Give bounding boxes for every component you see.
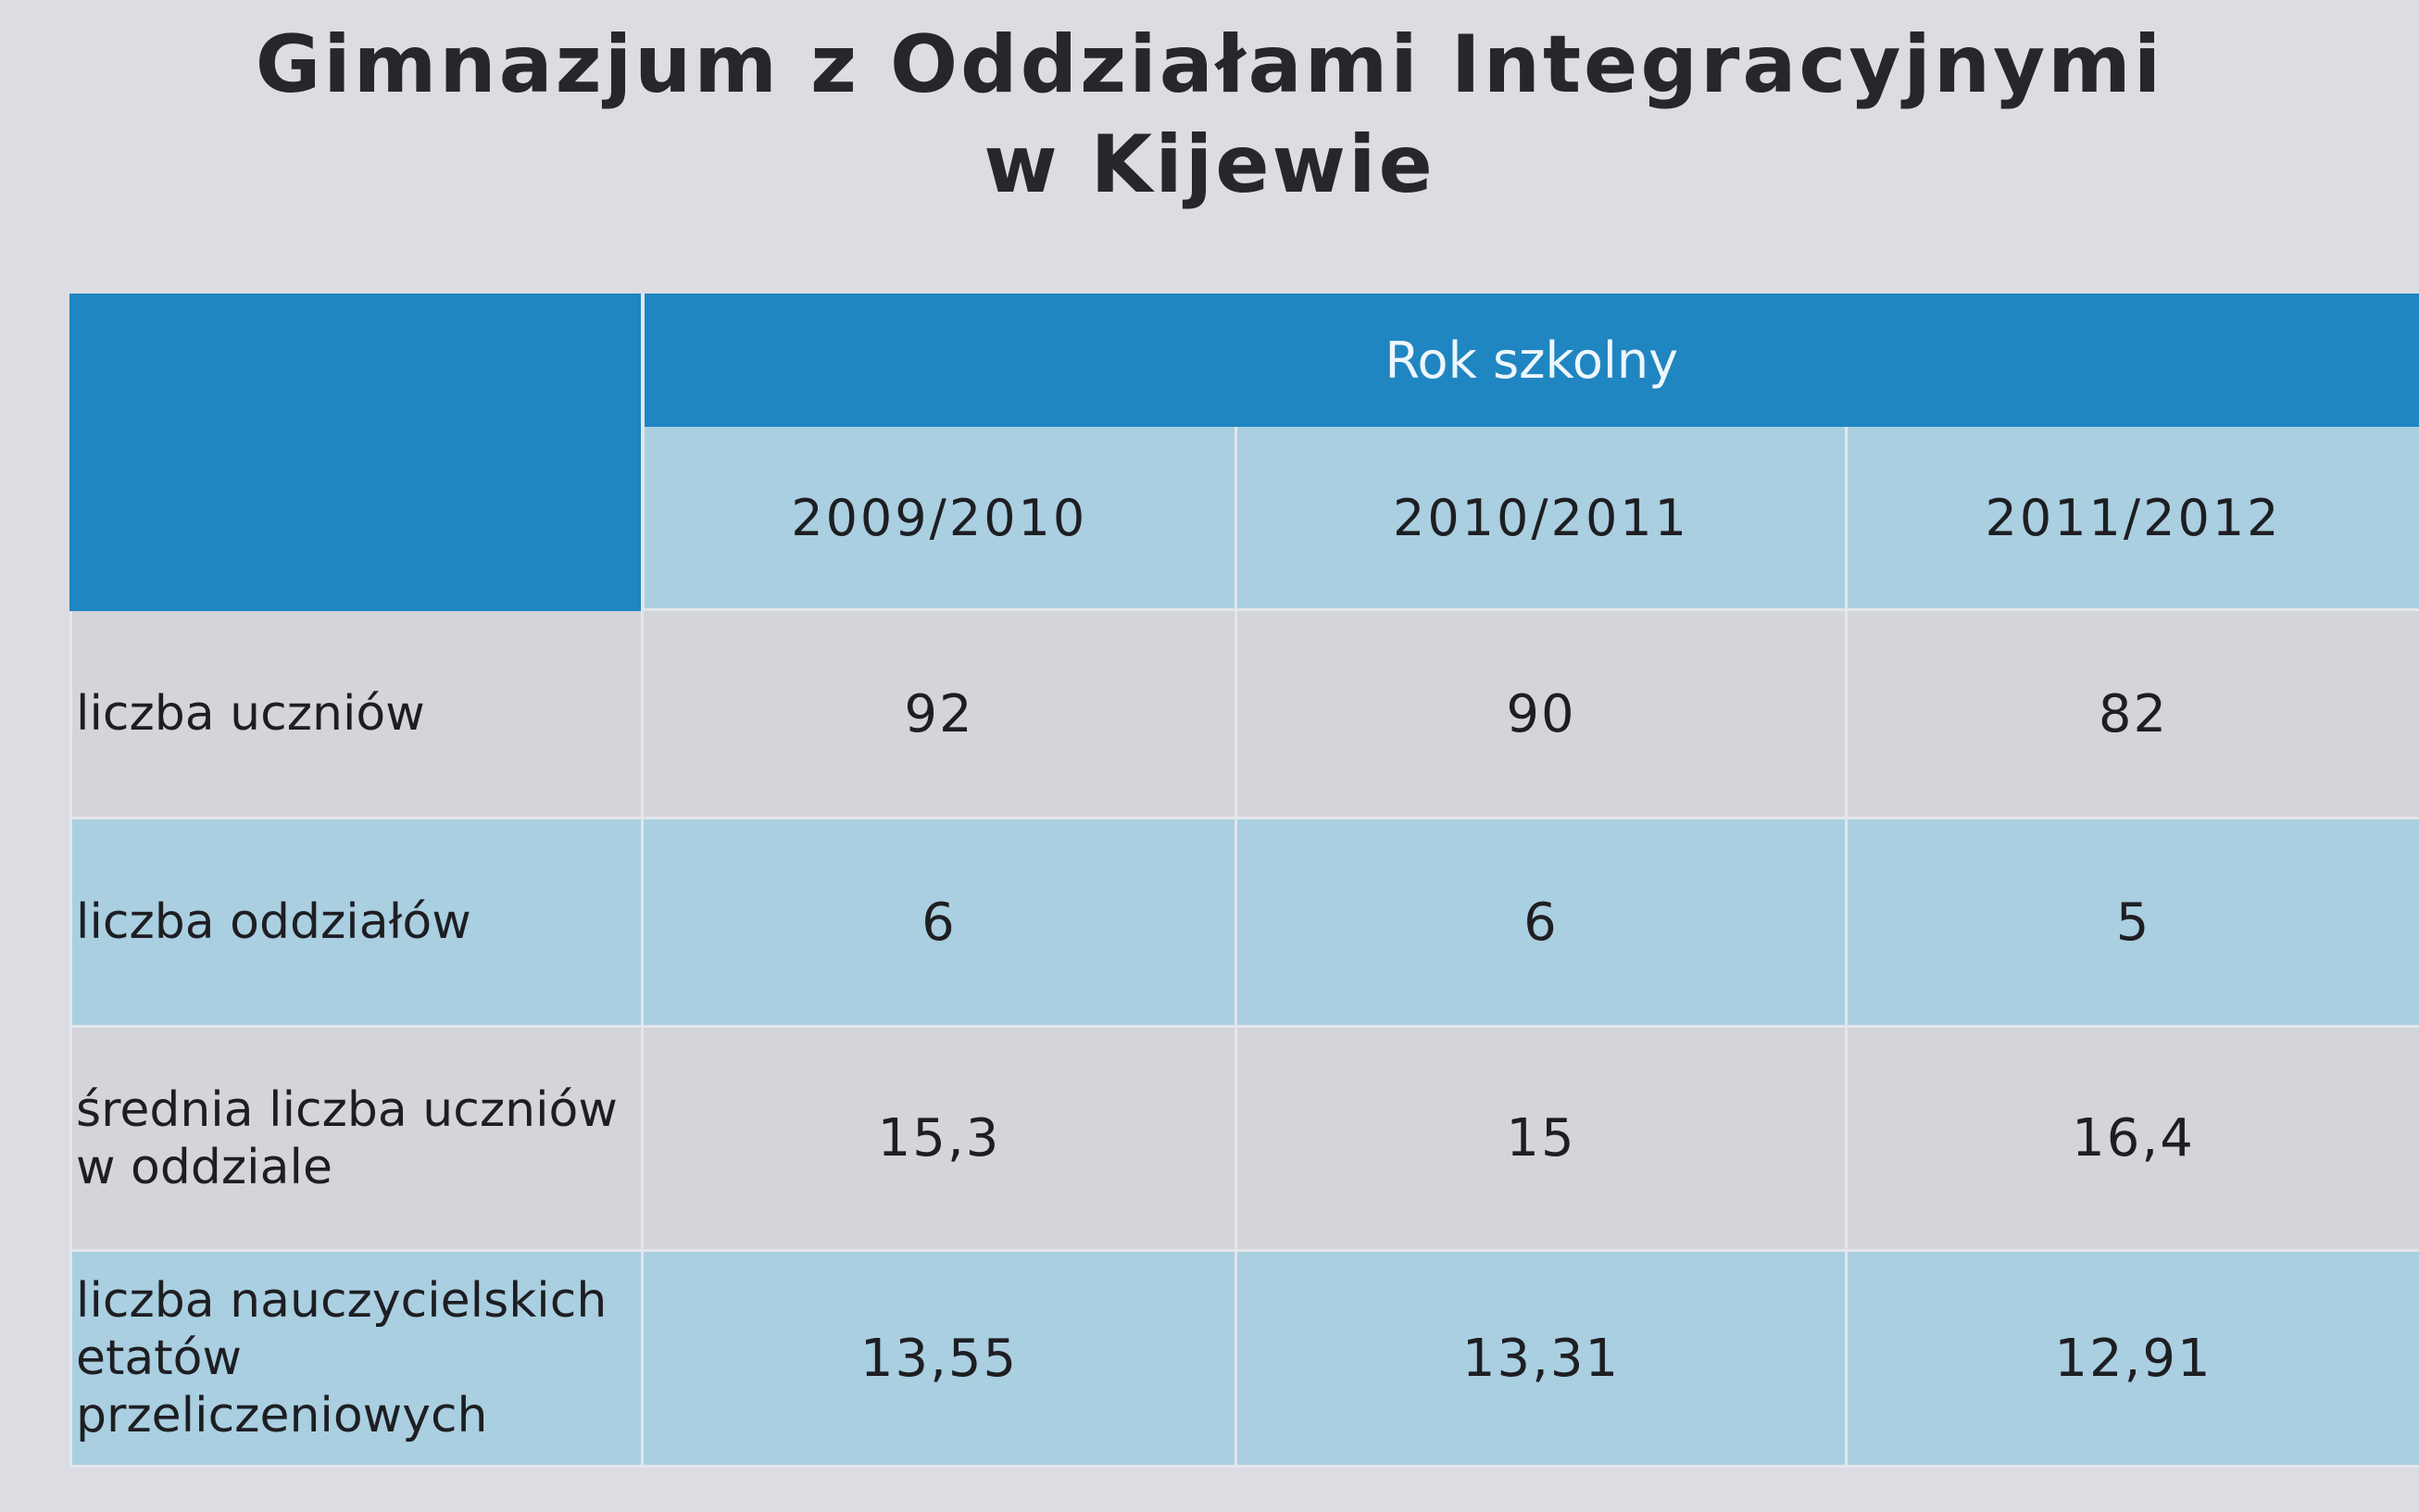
row-label: średnia liczba uczniów w oddziale: [69, 1025, 644, 1252]
value-cell: 6: [1235, 817, 1848, 1028]
value-cell: 5: [1844, 817, 2419, 1028]
value-cell: 15: [1235, 1025, 1848, 1252]
table-row: liczba oddziałów 6 6 5: [69, 817, 2419, 1028]
value-cell: 15,3: [641, 1025, 1237, 1252]
value-cell: 13,31: [1235, 1249, 1848, 1468]
table-row: liczba nauczycielskich etatów przeliczen…: [69, 1249, 2419, 1468]
value-cell: 92: [641, 608, 1237, 819]
value-cell: 16,4: [1844, 1025, 2419, 1252]
column-header: 2009/2010: [641, 424, 1237, 611]
table-row: średnia liczba uczniów w oddziale 15,3 15 1…: [69, 1025, 2419, 1252]
data-table: Rok szkolny 2009/2010 2010/2011 2011/2012 …: [69, 294, 2419, 1468]
value-cell: 6: [641, 817, 1237, 1028]
value-cell: 82: [1844, 608, 2419, 819]
value-cell: 12,91: [1844, 1249, 2419, 1468]
group-header: Rok szkolny: [640, 294, 2419, 427]
title: w Kijewie: [984, 119, 1435, 211]
column-header: 2011/2012: [1844, 424, 2419, 611]
row-label: liczba oddziałów: [69, 817, 644, 1028]
title: Gimnazjum z Oddziałami Integracyjnymi: [255, 19, 2164, 111]
column-header: 2010/2011: [1235, 424, 1848, 611]
corner-cell: [69, 294, 645, 611]
value-cell: 13,55: [641, 1249, 1237, 1468]
row-label: liczba uczniów: [69, 608, 644, 819]
table-row: liczba uczniów 92 90 82: [69, 608, 2419, 819]
value-cell: 90: [1235, 608, 1848, 819]
row-label: liczba nauczycielskich etatów przeliczen…: [69, 1249, 644, 1468]
